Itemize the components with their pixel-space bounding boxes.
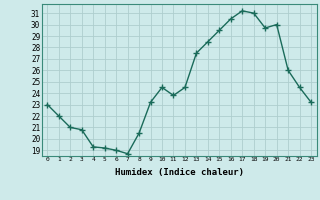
X-axis label: Humidex (Indice chaleur): Humidex (Indice chaleur) [115, 168, 244, 177]
